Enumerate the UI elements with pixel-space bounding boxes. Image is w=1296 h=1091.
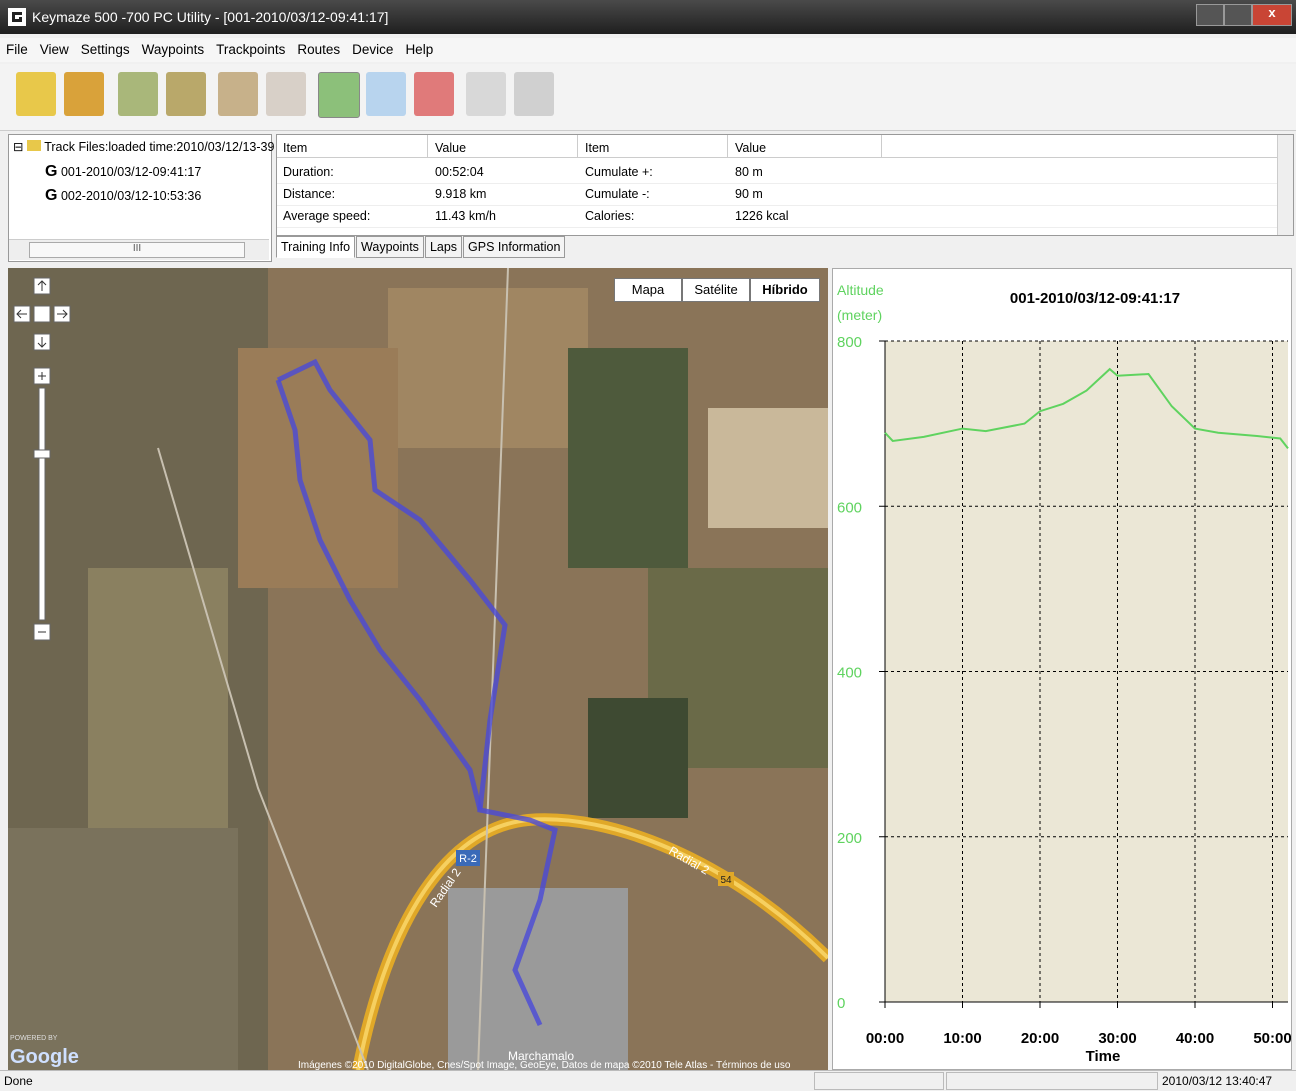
item-cell: Cumulate +: bbox=[585, 165, 653, 179]
y-tick-label: 400 bbox=[837, 665, 862, 682]
app-icon bbox=[8, 8, 26, 26]
search-button[interactable] bbox=[514, 72, 554, 116]
scroll-thumb[interactable]: III bbox=[29, 242, 245, 258]
altitude-button[interactable] bbox=[318, 72, 360, 118]
value-cell: 1226 kcal bbox=[735, 209, 789, 223]
altitude-chart: 001-2010/03/12-09:41:17 Altitude (meter) Ti… bbox=[833, 269, 1291, 1069]
globe-button[interactable] bbox=[466, 72, 506, 116]
value-cell: 9.918 km bbox=[435, 187, 486, 201]
column-divider bbox=[577, 135, 578, 157]
map-image: R-2 Radial 2 Radial 2 54 Marchamalo Imág… bbox=[8, 268, 828, 1070]
column-header: Item bbox=[585, 141, 609, 155]
v-scrollbar[interactable] bbox=[1277, 135, 1293, 235]
map-view: R-2 Radial 2 Radial 2 54 Marchamalo Imág… bbox=[8, 268, 828, 1070]
y-tick-label: 800 bbox=[837, 334, 862, 351]
track-tree: ⊟ Track Files:loaded time:2010/03/12/13-… bbox=[8, 134, 272, 262]
y-axis-label: Altitude bbox=[837, 282, 884, 298]
column-header: Item bbox=[283, 141, 307, 155]
row-line bbox=[277, 183, 1277, 184]
tree-root[interactable]: ⊟ Track Files:loaded time:2010/03/12/13-… bbox=[13, 139, 274, 154]
tree-item[interactable]: G 002-2010/03/12-10:53:36 bbox=[45, 187, 201, 205]
menu-item[interactable]: Routes bbox=[291, 38, 346, 57]
delete-button[interactable] bbox=[266, 72, 306, 116]
tab[interactable]: GPS Information bbox=[463, 236, 565, 258]
row-line bbox=[277, 205, 1277, 206]
x-tick-label: 30:00 bbox=[1098, 1030, 1136, 1047]
status-time: 2010/03/12 13:40:47 bbox=[1162, 1074, 1272, 1088]
x-tick-label: 00:00 bbox=[866, 1030, 904, 1047]
tree-item[interactable]: G 001-2010/03/12-09:41:17 bbox=[45, 163, 201, 181]
menu-item[interactable]: View bbox=[34, 38, 75, 57]
menu-item[interactable]: Waypoints bbox=[136, 38, 211, 57]
tree-root-label: Track Files:loaded time:2010/03/12/13-39 bbox=[44, 140, 274, 154]
item-cell: Distance: bbox=[283, 187, 335, 201]
map-type-button[interactable]: Mapa bbox=[614, 278, 682, 302]
tree-item-label: 001-2010/03/12-09:41:17 bbox=[61, 165, 201, 179]
app-window: Keymaze 500 -700 PC Utility - [001-2010/… bbox=[0, 0, 1296, 1090]
tree-item-label: 002-2010/03/12-10:53:36 bbox=[61, 189, 201, 203]
save-button[interactable] bbox=[64, 72, 104, 116]
map-attribution: Imágenes ©2010 DigitalGlobe, Cnes/Spot I… bbox=[298, 1060, 791, 1070]
close-button[interactable]: x bbox=[1252, 4, 1292, 26]
value-cell: 90 m bbox=[735, 187, 763, 201]
map-type-button[interactable]: Satélite bbox=[682, 278, 750, 302]
status-bar: Done 2010/03/12 13:40:47 bbox=[0, 1070, 1296, 1091]
menu-item[interactable]: Help bbox=[399, 38, 439, 57]
import-button[interactable] bbox=[118, 72, 158, 116]
x-tick-label: 40:00 bbox=[1176, 1030, 1214, 1047]
x-axis-label: Time bbox=[1086, 1048, 1121, 1065]
x-tick-label: 20:00 bbox=[1021, 1030, 1059, 1047]
y-tick-label: 600 bbox=[837, 499, 862, 516]
item-cell: Calories: bbox=[585, 209, 634, 223]
toolbar bbox=[0, 64, 1296, 131]
minimize-button[interactable] bbox=[1196, 4, 1224, 26]
h-scrollbar[interactable]: III bbox=[9, 239, 269, 260]
column-header: Value bbox=[435, 141, 466, 155]
edit-button[interactable] bbox=[218, 72, 258, 116]
map-type-button[interactable]: Híbrido bbox=[750, 278, 820, 302]
info-table: Item Value Item Value Duration: 00:52:04 Cumul… bbox=[276, 134, 1294, 236]
altitude-chart-panel: 001-2010/03/12-09:41:17 Altitude (meter) Ti… bbox=[832, 268, 1292, 1070]
road-number: 54 bbox=[720, 875, 732, 886]
value-cell: 00:52:04 bbox=[435, 165, 484, 179]
google-logo: Google bbox=[10, 1046, 79, 1068]
y-tick-label: 200 bbox=[837, 830, 862, 847]
y-tick-label: 0 bbox=[837, 995, 845, 1012]
column-divider bbox=[881, 135, 882, 157]
item-cell: Cumulate -: bbox=[585, 187, 650, 201]
tab[interactable]: Training Info bbox=[276, 236, 355, 258]
item-cell: Duration: bbox=[283, 165, 334, 179]
speed-button[interactable] bbox=[366, 72, 406, 116]
status-text: Done bbox=[4, 1074, 33, 1088]
road-sign: R-2 bbox=[459, 853, 477, 865]
x-tick-label: 50:00 bbox=[1253, 1030, 1291, 1047]
tab[interactable]: Laps bbox=[425, 236, 462, 258]
value-cell: 80 m bbox=[735, 165, 763, 179]
status-pane bbox=[946, 1072, 1158, 1090]
column-divider bbox=[427, 135, 428, 157]
status-pane bbox=[814, 1072, 944, 1090]
x-tick-label: 10:00 bbox=[943, 1030, 981, 1047]
tab[interactable]: Waypoints bbox=[356, 236, 424, 258]
export-button[interactable] bbox=[166, 72, 206, 116]
row-line bbox=[277, 227, 1277, 228]
window-title: Keymaze 500 -700 PC Utility - [001-2010/… bbox=[32, 9, 388, 25]
column-divider bbox=[727, 135, 728, 157]
menu-item[interactable]: File bbox=[0, 38, 34, 57]
chart-title: 001-2010/03/12-09:41:17 bbox=[1010, 290, 1180, 307]
menu-item[interactable]: Device bbox=[346, 38, 399, 57]
logo-caption: POWERED BY bbox=[10, 1035, 58, 1042]
menu-item[interactable]: Settings bbox=[75, 38, 136, 57]
menu-item[interactable]: Trackpoints bbox=[210, 38, 291, 57]
value-cell: 11.43 km/h bbox=[435, 209, 496, 223]
y-axis-unit: (meter) bbox=[837, 307, 882, 323]
item-cell: Average speed: bbox=[283, 209, 370, 223]
column-header: Value bbox=[735, 141, 766, 155]
heart-button[interactable] bbox=[414, 72, 454, 116]
maximize-button[interactable] bbox=[1224, 4, 1252, 26]
open-button[interactable] bbox=[16, 72, 56, 116]
title-bar: Keymaze 500 -700 PC Utility - [001-2010/… bbox=[0, 0, 1296, 34]
